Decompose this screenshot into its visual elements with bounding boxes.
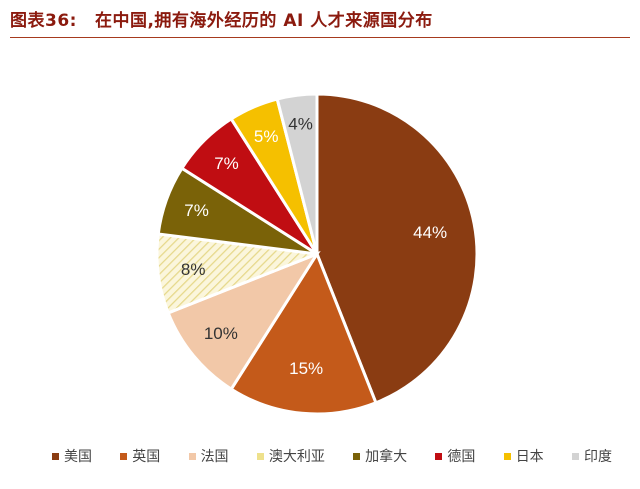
legend-swatch: [52, 452, 59, 460]
legend-item-7: 日本: [503, 446, 544, 466]
slice-label-8: 4%: [288, 114, 313, 133]
legend-label: 美国: [64, 449, 92, 465]
pie-slice-2: [229, 250, 378, 416]
legend-label: 澳大利亚: [268, 449, 325, 465]
legend-item-6: 德国: [435, 446, 475, 466]
legend-swatch: [353, 452, 361, 460]
title-text: 在中国,拥有海外经历的 AI 人才来源国分布: [94, 11, 433, 31]
legend-label: 法国: [200, 449, 229, 465]
pie-slice-8: [275, 92, 319, 255]
legend-label: 加拿大: [365, 449, 408, 465]
slice-label-5: 7%: [184, 201, 209, 220]
legend-item-3: 法国: [188, 446, 229, 466]
slice-label-1: 44%: [413, 223, 447, 242]
chart-title: 图表36: 在中国,拥有海外经历的 AI 人才来源国分布: [10, 6, 433, 31]
title-underline: [10, 37, 630, 38]
slice-label-4: 8%: [181, 260, 206, 279]
pie-slice-3: [166, 250, 321, 392]
legend-swatch: [188, 452, 196, 460]
legend-swatch: [120, 452, 128, 460]
legend-label: 英国: [132, 449, 161, 465]
figure-label: 图表36:: [10, 11, 77, 31]
legend-label: 德国: [447, 449, 476, 465]
legend-item-5: 加拿大: [353, 446, 407, 466]
legend-item-1: 美国: [52, 446, 92, 466]
legend: 美国 英国 法国 澳大利亚 加拿大 德国 日本 印度: [52, 446, 612, 466]
legend-item-2: 英国: [120, 446, 160, 466]
legend-item-4: 澳大利亚: [256, 446, 325, 466]
legend-swatch: [256, 452, 264, 460]
legend-swatch: [435, 452, 443, 460]
legend-label: 日本: [515, 449, 544, 465]
legend-swatch: [503, 452, 511, 460]
legend-swatch: [571, 452, 579, 460]
slice-label-2: 15%: [289, 359, 323, 378]
slice-label-3: 10%: [204, 324, 238, 343]
pie-slice-1: [315, 92, 479, 405]
legend-label: 印度: [583, 449, 612, 465]
legend-item-8: 印度: [571, 446, 612, 466]
slice-label-6: 7%: [214, 154, 239, 173]
slice-label-7: 5%: [254, 127, 279, 146]
